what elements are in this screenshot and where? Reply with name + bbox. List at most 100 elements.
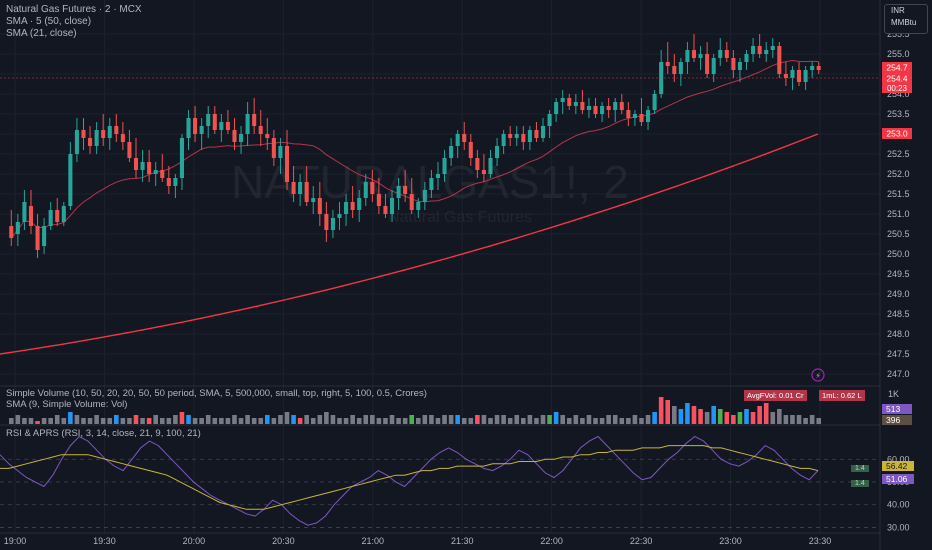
volume-bar: [120, 418, 126, 424]
rsi-line: [0, 435, 819, 526]
volume-bar: [534, 418, 539, 424]
watermark-name: Natural Gas Futures: [388, 209, 532, 226]
candle-body: [613, 102, 618, 110]
volume-bar: [225, 418, 231, 424]
last-price-label: 254.7: [886, 63, 908, 73]
price-tick-label: 253.5: [887, 109, 910, 119]
candle-body: [744, 54, 749, 62]
volume-bar: [665, 400, 671, 424]
candle-body: [120, 134, 125, 142]
candle-body: [48, 210, 53, 226]
legend-title[interactable]: Natural Gas Futures · 2 · MCX: [6, 4, 142, 15]
candle-body: [304, 182, 309, 202]
candle-body: [600, 106, 605, 114]
candle-body: [547, 114, 552, 126]
candle-body: [514, 134, 519, 138]
candle-body: [232, 130, 237, 142]
candle-body: [140, 162, 145, 170]
candle-body: [179, 138, 184, 178]
price-axis[interactable]: 255.5255.0254.5254.0253.5253.0252.5252.0…: [879, 0, 910, 550]
time-tick-label: 23:00: [719, 536, 742, 546]
volume-bar: [107, 418, 113, 424]
sma-21-line: [10, 59, 819, 239]
volume-bar: [22, 418, 27, 424]
candle-body: [646, 110, 651, 122]
volume-bar: [619, 418, 625, 424]
legend-sma50[interactable]: SMA · 5 (50, close): [6, 16, 92, 27]
volume-bar: [127, 418, 132, 424]
volume-bar: [251, 418, 257, 424]
candle-body: [22, 202, 27, 222]
volume-legend: Simple Volume (10, 50, 20, 20, 50, 50 pe…: [6, 388, 427, 410]
candle-body: [383, 206, 388, 214]
volume-bar: [278, 415, 283, 424]
currency-unit-box[interactable]: INR MMBtu: [884, 4, 928, 34]
volume-bar: [199, 418, 204, 424]
volume-1ml-badge: 1mL: 0.62 L: [819, 390, 865, 401]
volume-bar: [704, 412, 710, 424]
price-tick-label: 248.5: [887, 309, 910, 319]
price-tick-label: 248.0: [887, 329, 910, 339]
volume-bar: [100, 418, 106, 424]
volume-bar: [435, 418, 441, 424]
sma-50-line: [0, 133, 819, 355]
candle-body: [284, 146, 290, 182]
volume-bar: [442, 415, 447, 424]
price-tick-label: 255.5: [887, 29, 910, 39]
candle-body: [718, 50, 723, 58]
volume-bar: [87, 418, 93, 424]
chart-legend: Natural Gas Futures · 2 · MCX SMA · 5 (5…: [6, 4, 142, 40]
volume-bar: [724, 412, 730, 424]
price-tick-label: 249.0: [887, 289, 910, 299]
price-tick-label: 250.0: [887, 249, 910, 259]
volume-bar: [363, 415, 369, 424]
volume-axis-label: 1K: [888, 389, 900, 399]
sma-50-path: [0, 133, 819, 355]
volume-bar: [48, 418, 53, 424]
time-tick-label: 22:00: [540, 536, 563, 546]
volume-bar: [599, 418, 605, 424]
candle-body: [225, 122, 230, 130]
candle-body: [672, 66, 677, 74]
volume-bar: [790, 415, 795, 424]
candle-body: [278, 146, 283, 158]
candle-body: [764, 50, 769, 54]
volume-bar: [547, 415, 552, 424]
volume-bar: [212, 418, 218, 424]
candle-body: [193, 118, 198, 134]
candle-body: [350, 202, 355, 210]
candle-body: [665, 62, 670, 66]
candle-body: [239, 134, 244, 142]
time-axis[interactable]: 19:00 19:30 20:00 20:30 21:00 21:30 22:00 22:30…: [4, 536, 832, 546]
volume-bar: [763, 403, 769, 424]
candle-body: [68, 154, 73, 206]
candle-body: [495, 146, 500, 158]
volume-sma-label[interactable]: SMA (9, Simple Volume: Vol): [6, 399, 128, 410]
rsi-tick-label: 60.00: [887, 454, 910, 464]
candle-body: [396, 186, 401, 198]
legend-sma21[interactable]: SMA (21, close): [6, 28, 77, 39]
price-tick-label: 251.5: [887, 189, 910, 199]
candle-body: [9, 226, 14, 238]
volume-bar: [507, 418, 513, 424]
volume-bar: [370, 415, 375, 424]
rsi-small-badge-a: 1.4: [851, 465, 869, 472]
rsi-legend[interactable]: RSI & APRS (RSI, 3, 14, close, 21, 9, 10…: [6, 428, 201, 439]
time-tick-label: 21:30: [451, 536, 474, 546]
candle-body: [751, 46, 756, 54]
candle-body: [114, 126, 119, 134]
rsi-signal-line: [0, 445, 819, 510]
volume-bar: [809, 415, 815, 424]
candle-body: [403, 186, 408, 194]
alert-icon[interactable]: [811, 368, 825, 382]
volume-bar: [566, 418, 572, 424]
volume-label[interactable]: Simple Volume (10, 50, 20, 20, 50, 50 pe…: [6, 388, 427, 399]
candle-body: [810, 66, 815, 70]
candle-body: [35, 226, 40, 250]
candle-body: [252, 114, 257, 126]
volume-bar: [422, 415, 428, 424]
candle-body: [803, 70, 808, 82]
volume-bar: [475, 415, 480, 424]
